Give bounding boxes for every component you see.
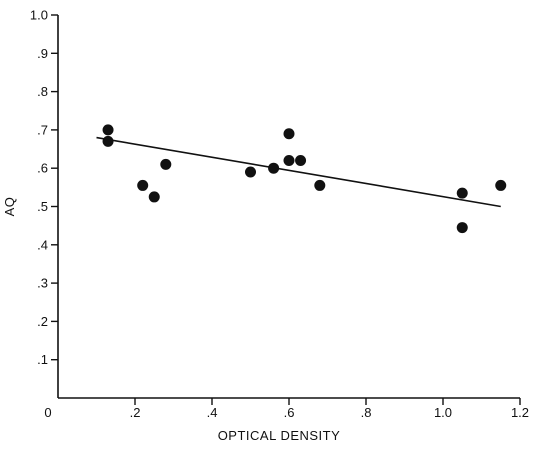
x-tick-label: 1.0	[434, 405, 452, 420]
y-axis-ticks: .1 .2 .3 .4 .5 .6 .7 .8 .9 1.0	[30, 8, 58, 367]
data-point	[495, 179, 507, 191]
y-tick-label: .2	[37, 314, 48, 329]
data-point	[295, 155, 307, 167]
y-tick-label: .5	[37, 199, 48, 214]
y-tick-label: .3	[37, 276, 48, 291]
data-point	[137, 179, 149, 191]
y-tick-label: .1	[37, 352, 48, 367]
data-points	[102, 124, 507, 234]
x-tick-label: .6	[284, 405, 295, 420]
data-point	[314, 179, 326, 191]
y-axis-title: AQ	[2, 197, 17, 217]
data-point	[268, 162, 280, 174]
data-point	[102, 135, 114, 147]
y-tick-label: .7	[37, 122, 48, 137]
y-tick-label: .6	[37, 161, 48, 176]
data-point	[283, 155, 295, 167]
data-point	[245, 166, 256, 178]
x-tick-label: 0	[44, 405, 51, 420]
x-tick-label: .4	[207, 405, 218, 420]
data-point	[102, 124, 114, 136]
x-tick-label: .8	[361, 405, 372, 420]
trend-line	[96, 136, 501, 208]
data-point	[160, 158, 172, 170]
y-tick-label: .9	[37, 46, 48, 61]
y-tick-label: .8	[37, 84, 48, 99]
data-point	[283, 128, 295, 140]
data-point	[456, 222, 468, 234]
x-tick-label: .2	[130, 405, 141, 420]
plot-area: .1 .2 .3 .4 .5 .6 .7 .8 .9 1.0 0 .2 .4 .6 .8 1.0 1.2	[30, 8, 529, 421]
y-tick-label: .4	[37, 237, 48, 252]
y-tick-label: 1.0	[30, 8, 48, 23]
x-tick-label: 1.2	[511, 405, 529, 420]
data-point	[148, 191, 160, 203]
data-point	[456, 187, 468, 199]
x-axis-title: OPTICAL DENSITY	[218, 428, 341, 443]
x-axis-ticks: 0 .2 .4 .6 .8 1.0 1.2	[44, 398, 529, 420]
